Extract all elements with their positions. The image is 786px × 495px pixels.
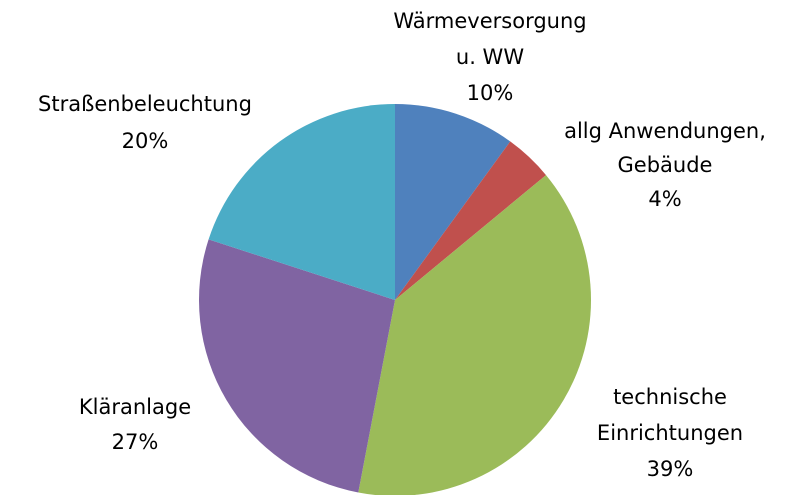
slice-label: Wärmeversorgung — [393, 9, 586, 33]
slice-value-label: 4% — [648, 187, 681, 211]
slice-label: Einrichtungen — [597, 421, 743, 445]
pie-slice — [199, 239, 395, 493]
slice-value-label: 20% — [122, 129, 169, 153]
pie-slice — [395, 141, 547, 300]
slice-label: Straßenbeleuchtung — [38, 92, 252, 116]
pie-slice — [358, 175, 591, 495]
slice-label: allg Anwendungen, — [564, 119, 766, 143]
slice-value-label: 39% — [647, 457, 694, 481]
slice-label: Gebäude — [618, 153, 713, 177]
pie-slice — [208, 104, 395, 300]
slice-value-label: 10% — [467, 81, 514, 105]
slice-label: Kläranlage — [79, 395, 191, 419]
pie-slice — [395, 104, 511, 300]
slice-label: technische — [613, 385, 727, 409]
slice-value-label: 27% — [112, 430, 159, 454]
slice-label: u. WW — [456, 45, 524, 69]
